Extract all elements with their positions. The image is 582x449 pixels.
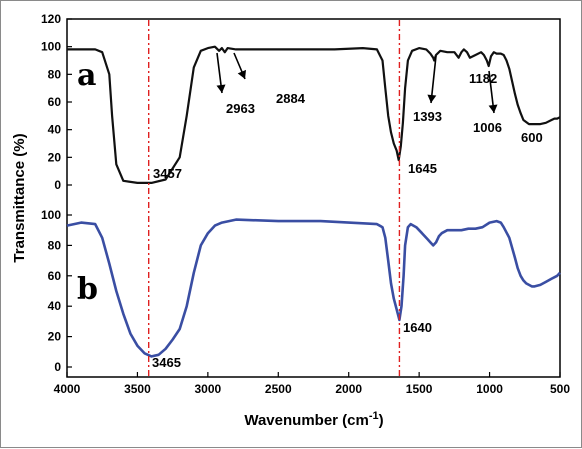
x-axis-title: Wavenumber (cm-1) xyxy=(244,410,383,429)
y-tick-label: 80 xyxy=(48,67,62,81)
y-tick-label: 80 xyxy=(48,238,62,252)
x-tick-label: 1500 xyxy=(406,382,433,396)
panel-label-a: a xyxy=(77,58,96,93)
x-tick-label: 1000 xyxy=(476,382,503,396)
x-axis-title-main: Wavenumber (cm xyxy=(244,412,368,429)
peak-label-1393: 1393 xyxy=(413,109,442,124)
peak-arrowhead-2884 xyxy=(237,69,246,79)
peak-label-2963: 2963 xyxy=(226,101,255,116)
x-tick-label: 3000 xyxy=(195,382,222,396)
peak-label-1182: 1182 xyxy=(469,71,497,86)
peak-label-1645: 1645 xyxy=(408,161,437,176)
y-tick-label: 20 xyxy=(48,330,62,344)
y-tick-label: 60 xyxy=(48,269,62,283)
peak-label-2884: 2884 xyxy=(276,91,306,106)
y-tick-label: 60 xyxy=(48,95,62,109)
x-tick-label: 4000 xyxy=(54,382,81,396)
axis-ticks: 4000 3500 3000 2500 2000 1500 1000 500020406080… xyxy=(41,12,570,396)
panel-label-b: b xyxy=(77,272,98,307)
series-line-a xyxy=(67,45,561,184)
y-tick-label: 100 xyxy=(41,40,61,54)
peak-label-600: 600 xyxy=(521,130,543,145)
x-tick-label: 3500 xyxy=(124,382,151,396)
series-line-b xyxy=(66,218,561,358)
y-tick-label: 20 xyxy=(48,150,62,164)
y-tick-label: 120 xyxy=(41,12,61,26)
x-tick-label: 2500 xyxy=(265,382,292,396)
x-axis-title-superscript: -1 xyxy=(369,410,379,422)
y-tick-label: 0 xyxy=(54,178,61,192)
y-tick-label: 40 xyxy=(48,123,62,137)
reference-lines xyxy=(147,20,401,376)
peak-label-1006: 1006 xyxy=(473,120,502,135)
peak-arrowhead-2963 xyxy=(216,84,226,93)
peak-label-1640: 1640 xyxy=(403,320,432,335)
peak-arrowhead-1393 xyxy=(427,94,437,103)
peak-label-3457: 3457 xyxy=(153,166,182,181)
plot-area-border xyxy=(66,18,561,378)
x-tick-label: 500 xyxy=(550,382,570,396)
y-tick-label: 100 xyxy=(41,208,61,222)
annotations: a b 3457 2963 2884 1645 1393 1182 1006 600 3465 164… xyxy=(77,52,543,370)
y-tick-label: 40 xyxy=(48,299,62,313)
y-axis-title: Transmittance (%) xyxy=(11,133,28,262)
peak-label-3465: 3465 xyxy=(152,355,181,370)
x-tick-label: 2000 xyxy=(335,382,362,396)
series-layer xyxy=(66,45,561,358)
x-axis-title-end: ) xyxy=(379,412,384,429)
peak-arrowhead-1006 xyxy=(488,104,498,113)
y-tick-label: 0 xyxy=(54,360,61,374)
